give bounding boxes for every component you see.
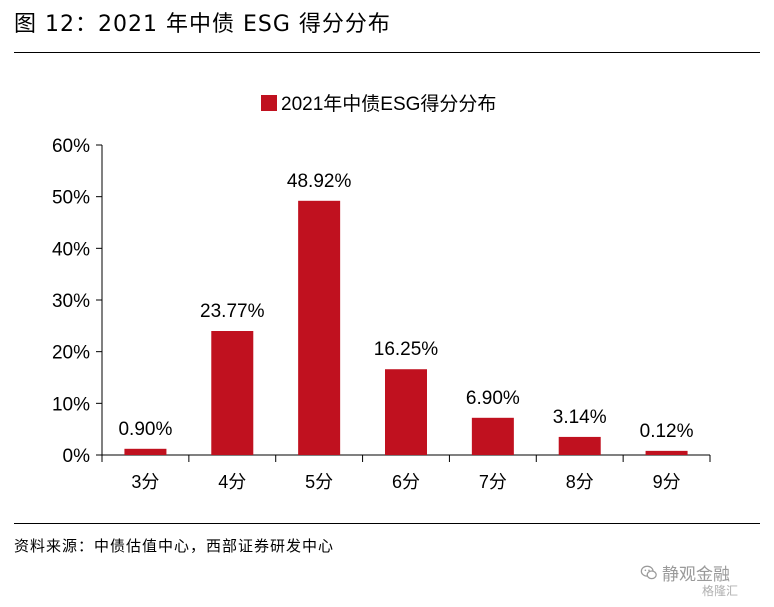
data-label: 48.92%: [287, 171, 352, 192]
top-divider: [14, 52, 760, 53]
data-label: 23.77%: [200, 301, 265, 322]
data-label: 0.90%: [118, 419, 172, 440]
watermark-sub: 格隆汇: [702, 584, 739, 598]
bottom-divider: [14, 523, 760, 524]
legend-swatch: [261, 95, 277, 111]
bar: [124, 448, 167, 455]
legend-label: 2021年中债ESG得分分布: [281, 93, 496, 115]
bar: [298, 200, 341, 455]
y-tick-label: 20%: [52, 343, 90, 364]
wechat-icon: [640, 565, 657, 579]
bar: [645, 450, 688, 455]
x-tick-label: 4分: [218, 472, 246, 492]
bar-chart: 2021年中债ESG得分分布 0% 10% 20% 30% 40% 50% 60% 0.90% 3…: [52, 93, 711, 492]
bar: [471, 417, 514, 455]
x-tick-label: 6分: [392, 472, 420, 492]
data-label: 16.25%: [374, 339, 439, 360]
bar: [385, 369, 427, 455]
x-tick-label: 7分: [479, 472, 507, 492]
y-tick-label: 30%: [52, 291, 90, 312]
x-tick-label: 5分: [305, 472, 333, 492]
y-tick-label: 50%: [52, 188, 90, 209]
bar: [211, 331, 254, 455]
source-note: 资料来源：中债估值中心，西部证券研发中心: [14, 537, 335, 555]
x-tick-label: 3分: [131, 472, 159, 492]
watermark: 静观金融 格隆汇: [640, 560, 738, 598]
y-tick-label: 40%: [52, 239, 90, 260]
bar: [558, 436, 601, 455]
data-label: 6.90%: [466, 388, 520, 409]
watermark-name: 静观金融: [662, 565, 730, 585]
data-label: 3.14%: [553, 407, 607, 428]
y-tick-label: 10%: [52, 394, 90, 415]
x-tick-label: 8分: [566, 472, 594, 492]
x-tick-label: 9分: [653, 472, 681, 492]
figure-title: 图 12：2021 年中债 ESG 得分分布: [14, 12, 391, 37]
data-label: 0.12%: [640, 421, 694, 442]
y-tick-label: 60%: [52, 136, 90, 157]
y-tick-label: 0%: [63, 446, 91, 467]
